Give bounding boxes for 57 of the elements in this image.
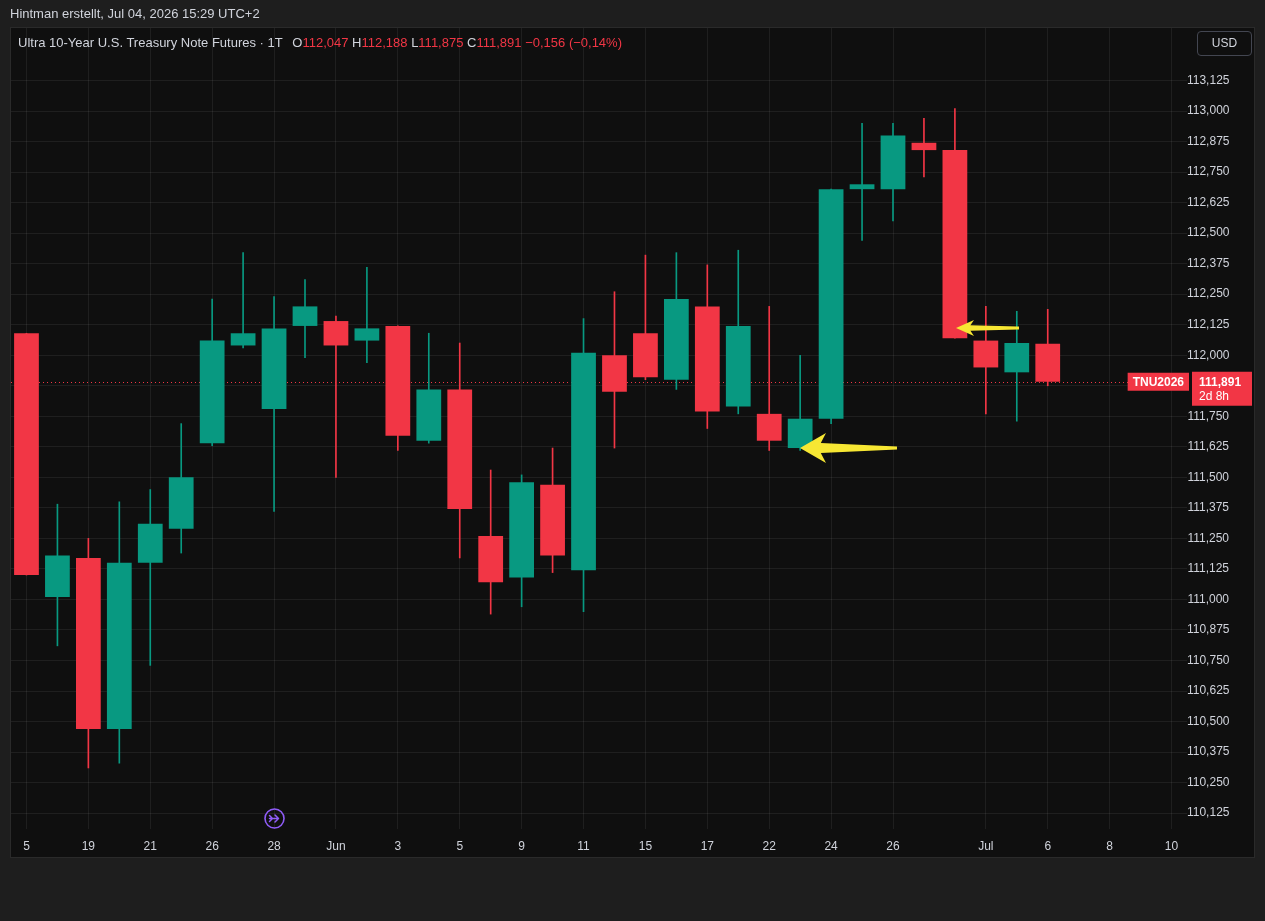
candlestick [323,315,349,478]
x-tick-label: 15 [638,838,653,853]
y-tick-label: 112,000 [1186,347,1230,362]
ref-line-label: 111,891 [1199,375,1242,390]
x-tick-label: Jul [978,838,994,853]
x-tick-label: 26 [886,838,900,853]
y-tick-label: 111,750 [1187,408,1230,423]
text: 2d 8h [1199,389,1230,404]
candlestick [849,122,875,241]
y-tick-label: 112,250 [1186,286,1230,301]
y-tick-label: 112,125 [1186,317,1230,332]
y-tick-label: 112,500 [1186,225,1230,240]
x-tick-label: Jun [326,838,346,853]
y-tick-label: 111,000 [1187,591,1230,606]
y-tick-label: 112,375 [1186,255,1230,270]
y-axis-title: USD [1197,31,1252,56]
y-tick-label: 110,875 [1186,622,1230,637]
y-tick-label: 113,125 [1186,72,1230,87]
x-tick-label: 11 [577,838,591,853]
y-tick-label: 110,500 [1186,713,1230,728]
x-tick-label: 19 [81,838,96,853]
x-tick-label: 9 [518,838,526,853]
x-tick-label: 5 [23,838,31,853]
y-tick-label: 110,250 [1186,774,1230,789]
y-tick-label: 111,625 [1187,439,1230,454]
y-tick-label: 113,000 [1186,103,1230,118]
x-tick-label: 24 [824,838,839,853]
x-tick-label: 10 [1164,838,1179,853]
text: Ultra 10-Year U.S. Treasury Note Futures · 1T [18,35,283,50]
y-tick-label: 111,125 [1187,561,1230,576]
x-tick-label: 28 [267,838,282,853]
candlestick [292,279,318,359]
x-tick-label: 5 [456,838,464,853]
y-tick-label: 111,500 [1187,469,1230,484]
y-tick-label: 111,250 [1187,530,1230,545]
candlestick [354,266,380,363]
x-tick-label: 8 [1106,838,1114,853]
x-tick-label: 17 [700,838,715,853]
y-tick-label: 110,625 [1186,683,1230,698]
candlestick [911,118,937,178]
y-tick-label: 111,375 [1187,500,1230,515]
x-tick-label: 21 [143,838,158,853]
y-tick-label: 110,375 [1186,744,1230,759]
x-tick-label: 3 [394,838,402,853]
candlestick [137,489,163,666]
y-tick-label: 112,875 [1186,133,1230,148]
annotation: TNU2026 [1132,375,1185,390]
y-tick-label: 112,625 [1186,194,1230,209]
y-tick-label: 112,750 [1186,164,1230,179]
x-tick-label: 22 [762,838,777,853]
candlestick [230,252,256,349]
y-tick-label: 110,750 [1186,652,1230,667]
text: Hintman erstellt, Jul 04, 2026 15:29 UTC+2 [10,6,260,21]
text: O112,047 H112,188 L111,875 C111,891 −0,156 (−0,14%) [292,35,622,50]
x-tick-label: 26 [205,838,220,853]
x-tick-label: 6 [1044,838,1052,853]
y-tick-label: 110,125 [1186,805,1230,820]
